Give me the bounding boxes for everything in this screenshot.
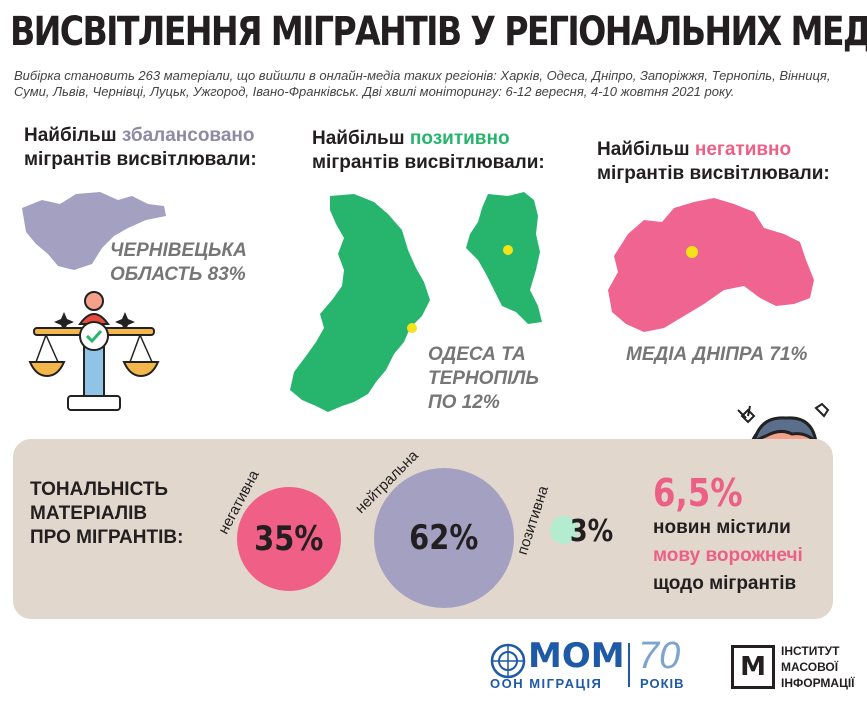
positive-caption-line3: ПО 12% (428, 392, 500, 413)
imi-logo-line3: ІНФОРМАЦІЇ (781, 676, 855, 690)
tone-label-line2: МАТЕРІАЛІВ (30, 503, 148, 524)
positive-tone-circle (550, 516, 578, 544)
hate-speech-line3: щодо мігрантів (653, 573, 797, 594)
balanced-caption-line2: ОБЛАСТЬ 83% (110, 264, 246, 285)
positive-caption-line1: ОДЕСА ТА (428, 344, 526, 365)
iom-logo-subtitle: ООН МІГРАЦІЯ (490, 676, 603, 691)
imi-logo-line2: МАСОВОЇ (781, 660, 839, 674)
neutral-tone-circle: 62% (374, 468, 514, 608)
negative-tone-value: 35% (254, 519, 324, 559)
imi-logo-text: ІНСТИТУТ МАСОВОЇ ІНФОРМАЦІЇ (781, 643, 855, 691)
hate-speech-line1: новин містили (653, 517, 791, 538)
un-emblem-icon (490, 643, 526, 679)
balanced-heading: Найбільш збалансовано мігрантів висвітлю… (24, 124, 257, 172)
positive-tone-value: 3% (569, 514, 614, 549)
anniversary-label: РОКІВ (640, 676, 685, 691)
anniversary-number: 70 (638, 635, 681, 677)
positive-heading-line2: мігрантів висвітлювали: (312, 152, 545, 173)
odesa-region-map (290, 194, 430, 412)
iom-logo-name: МОМ (528, 636, 625, 676)
hate-speech-line2: мову ворожнечі (653, 545, 803, 566)
neutral-tone-value: 62% (409, 518, 479, 558)
negative-heading-prefix: Найбільш (597, 139, 695, 160)
balanced-heading-prefix: Найбільш (24, 125, 122, 146)
positive-caption: ОДЕСА ТА ТЕРНОПІЛЬ ПО 12% (428, 343, 539, 415)
balanced-caption: ЧЕРНІВЕЦЬКА ОБЛАСТЬ 83% (110, 239, 247, 287)
positive-caption-line2: ТЕРНОПІЛЬ (428, 368, 539, 389)
balanced-heading-line2: мігрантів висвітлювали: (24, 149, 257, 170)
hate-speech-value: 6,5% (653, 471, 743, 515)
positive-heading: Найбільш позитивно мігрантів висвітлювал… (312, 127, 545, 175)
tone-label-line1: ТОНАЛЬНІСТЬ (30, 479, 169, 500)
page-title: ВИСВІТЛЕННЯ МІГРАНТІВ У РЕГІОНАЛЬНИХ МЕД… (10, 9, 867, 55)
tone-label: ТОНАЛЬНІСТЬ МАТЕРІАЛІВ ПРО МІГРАНТІВ: (30, 478, 183, 550)
dnipro-region-map (608, 198, 814, 332)
scales-icon (28, 291, 160, 411)
negative-caption: МЕДІА ДНІПРА 71% (626, 344, 808, 365)
imi-logo-line1: ІНСТИТУТ (781, 644, 840, 658)
ternopil-region-map (466, 192, 542, 324)
chernivtsi-region-map (22, 192, 166, 270)
imi-logo-mark: М (731, 645, 775, 689)
tone-label-line3: ПРО МІГРАНТІВ: (30, 527, 184, 548)
positive-heading-emphasis: позитивно (409, 128, 510, 149)
hate-speech-text: новин містили мову ворожнечі щодо мігран… (653, 514, 833, 598)
negative-tone-circle: 35% (237, 487, 341, 591)
negative-heading-emphasis: негативно (694, 139, 792, 160)
balanced-heading-emphasis: збалансовано (121, 125, 255, 146)
subtitle: Вибірка становить 263 матеріали, що вийш… (14, 68, 831, 99)
positive-heading-prefix: Найбільш (312, 128, 410, 149)
logo-divider (628, 643, 630, 687)
balanced-caption-line1: ЧЕРНІВЕЦЬКА (110, 240, 247, 261)
negative-heading-line2: мігрантів висвітлювали: (597, 163, 830, 184)
negative-heading: Найбільш негативно мігрантів висвітлювал… (597, 138, 830, 186)
